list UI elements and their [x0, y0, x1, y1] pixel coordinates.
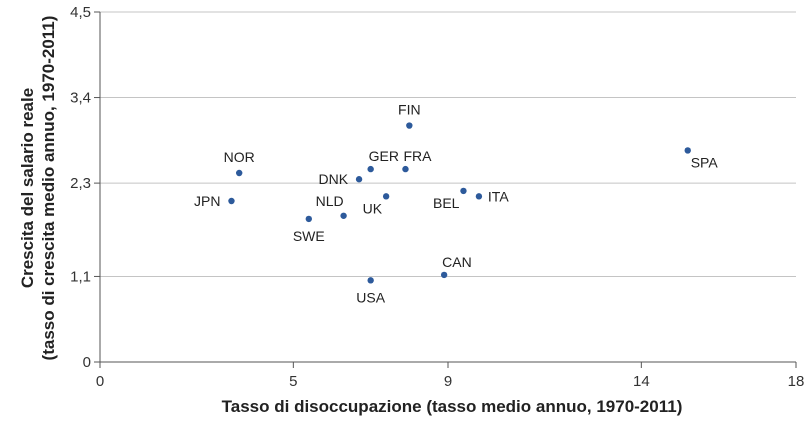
point-swe [305, 215, 312, 223]
data-points: NOR JPN SWE NLD DNK GER UK FRA FIN USA CAN BEL ITA SP… [194, 102, 718, 306]
point-label-uk: UK [363, 200, 383, 216]
point-dnk [355, 176, 363, 183]
point-label-dnk: DNK [319, 171, 349, 187]
point-jpn [228, 197, 235, 205]
point-uk [382, 193, 390, 200]
point-label-usa: USA [356, 289, 385, 305]
y-axis-title-line1: Crescita del salario reale [18, 88, 37, 288]
y-tick-label-2: 2,3 [70, 175, 91, 192]
x-axis-title: Tasso di disoccupazione (tasso medio ann… [222, 397, 683, 416]
x-tick-label-2: 9 [444, 373, 452, 390]
point-ger [367, 165, 374, 173]
point-nld [340, 212, 347, 219]
point-usa [367, 277, 374, 284]
point-label-ita: ITA [488, 188, 509, 204]
y-tick-label-1: 1,1 [70, 268, 91, 285]
point-can [440, 271, 448, 279]
y-tick-label-0: 0 [83, 354, 91, 371]
point-label-ger: GER [369, 148, 399, 164]
x-tick-label-0: 0 [96, 373, 104, 390]
point-label-nld: NLD [316, 193, 344, 209]
x-tick-label-4: 18 [788, 373, 805, 390]
x-tick-labels: 0 5 9 14 18 [96, 362, 805, 390]
y-tick-label-3: 3,4 [70, 90, 91, 107]
point-nor [236, 169, 243, 177]
point-label-fra: FRA [403, 148, 432, 164]
y-tick-labels: 0 1,1 2,3 3,4 4,5 [70, 4, 100, 371]
point-label-jpn: JPN [194, 193, 220, 209]
point-label-bel: BEL [433, 195, 460, 211]
point-label-nor: NOR [224, 149, 255, 165]
grid-lines [100, 11, 796, 277]
point-fin [406, 122, 413, 129]
point-ita [475, 193, 483, 200]
point-bel [460, 187, 467, 195]
point-label-fin: FIN [398, 102, 421, 118]
x-tick-label-1: 5 [289, 373, 297, 390]
point-spa [684, 147, 691, 154]
y-axis-title-line2: (tasso di crescita medio annuo, 1970-201… [39, 16, 58, 361]
axes [99, 12, 796, 363]
point-label-spa: SPA [691, 154, 719, 170]
point-fra [402, 165, 409, 173]
x-tick-label-3: 14 [633, 373, 650, 390]
point-label-can: CAN [442, 254, 472, 270]
point-label-swe: SWE [293, 228, 325, 244]
y-tick-label-4: 4,5 [70, 4, 91, 21]
